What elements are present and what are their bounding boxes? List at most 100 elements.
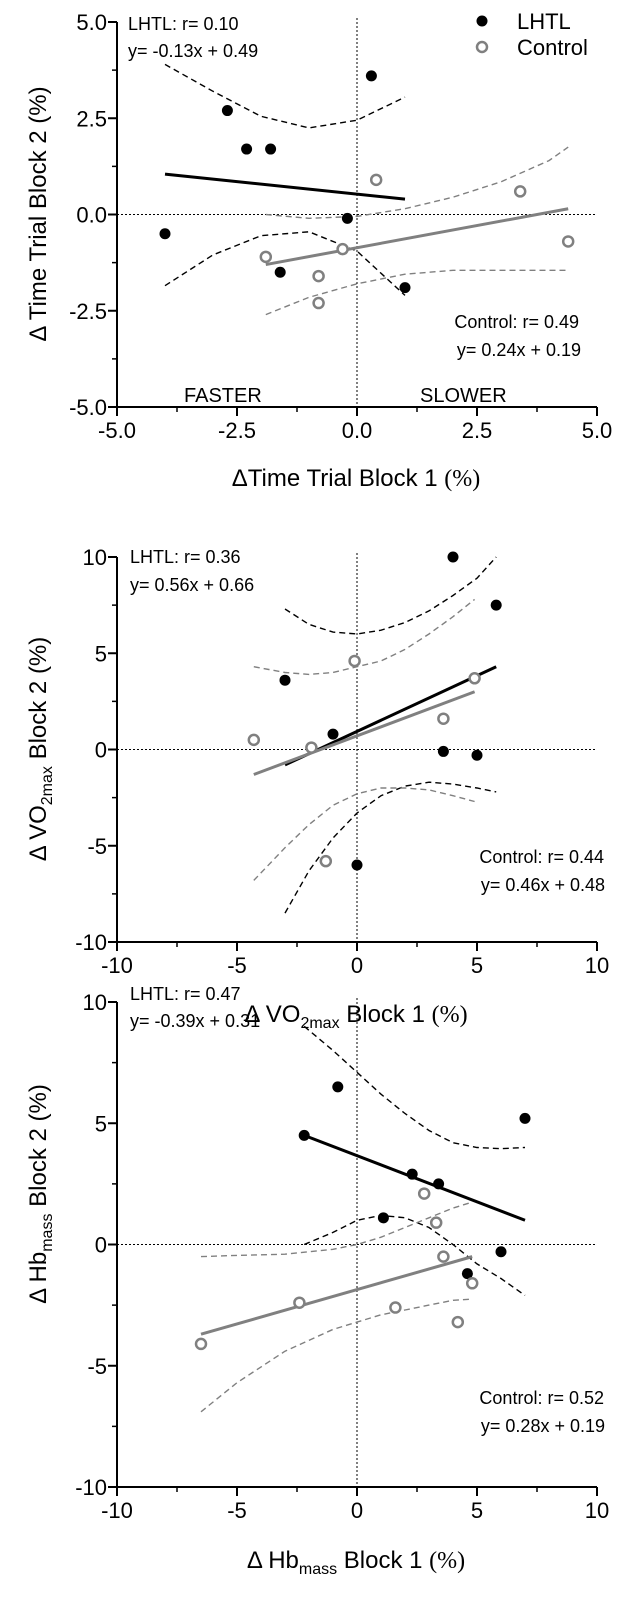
control-confidence-band-upper bbox=[253, 598, 476, 676]
control-point bbox=[417, 1187, 431, 1200]
x-tick-label: 5 bbox=[471, 953, 483, 978]
x-tick-label: 0 bbox=[351, 953, 363, 978]
control-confidence-band-lower bbox=[253, 787, 475, 881]
control-confidence-band-lower bbox=[200, 1298, 473, 1413]
control-point bbox=[465, 1277, 479, 1290]
x-tick-label: 0.0 bbox=[342, 418, 373, 443]
control-point bbox=[312, 269, 325, 283]
control-point bbox=[305, 741, 318, 754]
lhtl-point bbox=[265, 143, 277, 155]
xlabel-hbmass: Δ Hbmass Block 1 (%) bbox=[247, 1547, 465, 1578]
annotation-lhtl-r: LHTL: r= 0.47 bbox=[130, 984, 241, 1004]
x-tick-label: -10 bbox=[101, 953, 133, 978]
annotation-control-equation: y= 0.28x + 0.19 bbox=[481, 1416, 605, 1436]
annotation-control-r: Control: r= 0.44 bbox=[479, 847, 604, 867]
control-point bbox=[513, 185, 527, 198]
lhtl-point bbox=[433, 1178, 445, 1190]
x-tick-label: 10 bbox=[585, 1498, 609, 1523]
annotation-control-equation: y= 0.24x + 0.19 bbox=[457, 340, 581, 360]
annotation-lhtl-equation: y= -0.39x + 0.31 bbox=[130, 1011, 260, 1031]
x-tick-label: -5 bbox=[227, 1498, 247, 1523]
y-tick-label: 10 bbox=[83, 990, 107, 1015]
control-regression-line bbox=[200, 1255, 473, 1336]
lhtl-point bbox=[495, 1246, 507, 1258]
legend-label-control: Control bbox=[517, 35, 588, 60]
y-tick-label: 5 bbox=[95, 641, 107, 666]
lhtl-confidence-band-upper bbox=[284, 556, 497, 635]
x-tick-label: 5.0 bbox=[582, 418, 613, 443]
lhtl-point bbox=[221, 105, 233, 117]
y-tick-label: 5 bbox=[95, 1111, 107, 1136]
y-tick-label: -5 bbox=[87, 834, 107, 859]
region-label-slower: SLOWER bbox=[420, 385, 507, 407]
control-point bbox=[293, 1296, 306, 1309]
lhtl-point bbox=[332, 1081, 344, 1093]
control-confidence-band-lower bbox=[265, 269, 569, 316]
lhtl-point bbox=[159, 228, 171, 240]
lhtl-confidence-band-lower bbox=[303, 1214, 526, 1296]
lhtl-point bbox=[365, 70, 377, 82]
lhtl-point bbox=[274, 266, 286, 278]
y-tick-label: -10 bbox=[75, 1475, 107, 1500]
y-tick-label: 0 bbox=[95, 738, 107, 763]
control-point bbox=[451, 1315, 465, 1329]
control-point bbox=[561, 235, 575, 248]
annotation-control-r: Control: r= 0.49 bbox=[454, 312, 579, 332]
lhtl-point bbox=[519, 1112, 531, 1124]
legend-label-lhtl: LHTL bbox=[517, 9, 571, 34]
annotation-lhtl-r: LHTL: r= 0.36 bbox=[130, 547, 241, 567]
xlabel-vo2max: Δ VO2max Block 1 (%) bbox=[244, 1001, 467, 1032]
control-point bbox=[348, 654, 361, 668]
x-tick-label: -10 bbox=[101, 1498, 133, 1523]
lhtl-regression-line bbox=[164, 172, 406, 201]
lhtl-point bbox=[399, 282, 411, 294]
control-confidence-band-upper bbox=[200, 1201, 473, 1258]
lhtl-confidence-band-lower bbox=[164, 231, 406, 296]
lhtl-point bbox=[490, 599, 502, 611]
lhtl-confidence-band-upper bbox=[303, 1025, 526, 1150]
lhtl-point bbox=[447, 551, 459, 563]
lhtl-point bbox=[471, 749, 483, 761]
annotation-lhtl-equation: y= 0.56x + 0.66 bbox=[130, 575, 254, 595]
control-point bbox=[336, 242, 349, 256]
lhtl-point bbox=[461, 1268, 473, 1280]
lhtl-point bbox=[279, 674, 291, 686]
ylabel-hbmass: Δ Hbmass Block 2 (%) bbox=[25, 1084, 56, 1304]
control-point bbox=[389, 1301, 402, 1314]
lhtl-point bbox=[351, 859, 363, 871]
legend: LHTL Control bbox=[475, 9, 588, 60]
region-label-faster: FASTER bbox=[184, 385, 262, 407]
y-tick-label: -10 bbox=[75, 930, 107, 955]
control-regression-line bbox=[253, 690, 476, 776]
x-tick-label: 10 bbox=[585, 953, 609, 978]
lhtl-point bbox=[341, 212, 353, 224]
legend-marker-control bbox=[475, 40, 489, 54]
annotation-lhtl-equation: y= -0.13x + 0.49 bbox=[128, 41, 258, 61]
x-tick-label: -5 bbox=[227, 953, 247, 978]
x-tick-label: -2.5 bbox=[218, 418, 256, 443]
ylabel-vo2max: Δ VO2max Block 2 (%) bbox=[25, 637, 56, 862]
control-point bbox=[259, 250, 273, 264]
control-point bbox=[429, 1216, 443, 1229]
ylabel-time-trial: Δ Time Trial Block 2 (%) bbox=[25, 86, 52, 341]
lhtl-point bbox=[406, 1168, 418, 1180]
control-point bbox=[312, 296, 325, 310]
control-regression-line bbox=[265, 207, 569, 267]
annotation-lhtl-r: LHTL: r= 0.10 bbox=[128, 14, 239, 34]
x-tick-label: 0 bbox=[351, 1498, 363, 1523]
y-tick-label: -5.0 bbox=[69, 395, 107, 420]
lhtl-confidence-band-upper bbox=[164, 63, 406, 129]
control-point bbox=[319, 854, 333, 868]
control-point bbox=[437, 712, 450, 725]
y-tick-label: -2.5 bbox=[69, 299, 107, 324]
lhtl-point bbox=[327, 728, 339, 740]
lhtl-point bbox=[298, 1129, 310, 1141]
lhtl-point bbox=[241, 143, 253, 155]
y-tick-label: 0 bbox=[95, 1233, 107, 1258]
y-tick-label: 2.5 bbox=[76, 106, 107, 131]
control-confidence-band-upper bbox=[265, 146, 569, 220]
x-tick-label: 5 bbox=[471, 1498, 483, 1523]
